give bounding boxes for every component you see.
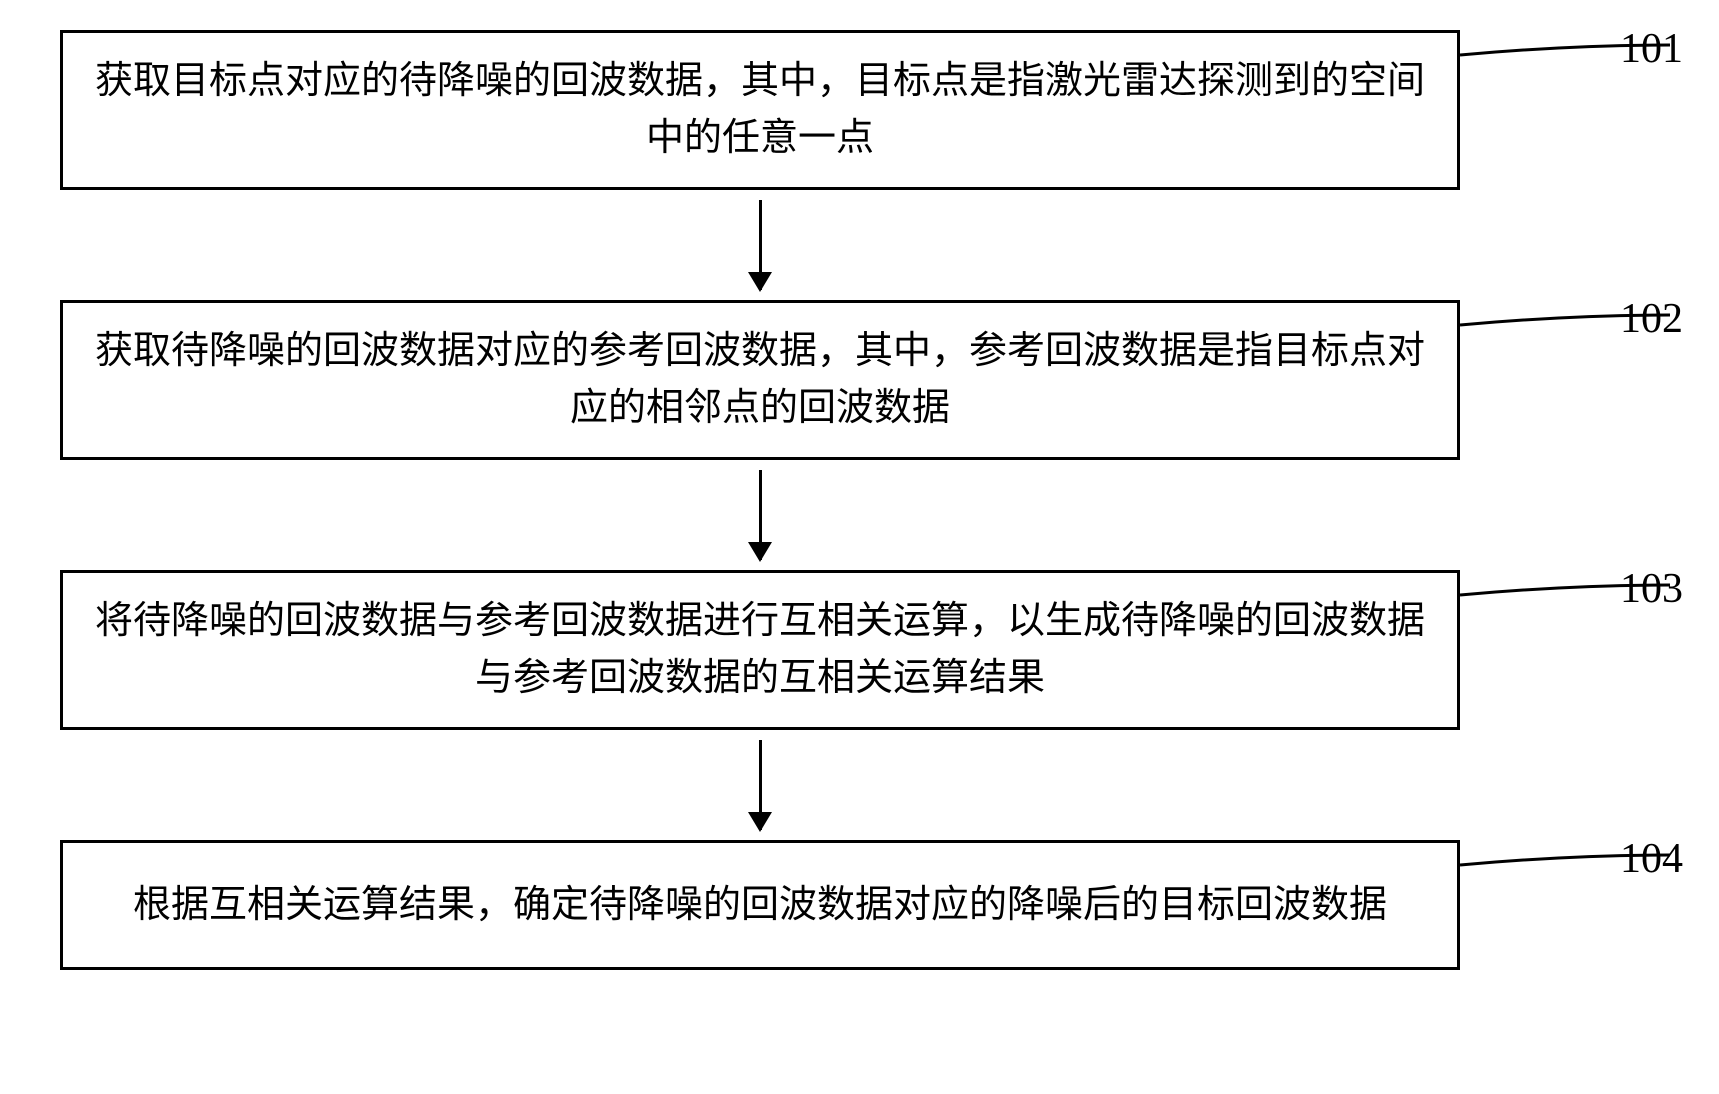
step-text-2: 获取待降噪的回波数据对应的参考回波数据，其中，参考回波数据是指目标点对应的相邻点… xyxy=(93,323,1427,437)
flowchart-container: 获取目标点对应的待降噪的回波数据，其中，目标点是指激光雷达探测到的空间中的任意一… xyxy=(60,30,1660,970)
step-box-2: 获取待降噪的回波数据对应的参考回波数据，其中，参考回波数据是指目标点对应的相邻点… xyxy=(60,300,1460,460)
step-label-2: 102 xyxy=(1620,295,1683,343)
step-label-1: 101 xyxy=(1620,25,1683,73)
step-container-2: 获取待降噪的回波数据对应的参考回波数据，其中，参考回波数据是指目标点对应的相邻点… xyxy=(60,300,1660,460)
arrow-2 xyxy=(60,460,1460,570)
step-box-4: 根据互相关运算结果，确定待降噪的回波数据对应的降噪后的目标回波数据 xyxy=(60,840,1460,970)
step-label-4: 104 xyxy=(1620,835,1683,883)
step-box-3: 将待降噪的回波数据与参考回波数据进行互相关运算，以生成待降噪的回波数据与参考回波… xyxy=(60,570,1460,730)
step-text-3: 将待降噪的回波数据与参考回波数据进行互相关运算，以生成待降噪的回波数据与参考回波… xyxy=(93,593,1427,707)
arrow-line-3 xyxy=(759,740,762,830)
arrow-1 xyxy=(60,190,1460,300)
arrow-line-1 xyxy=(759,200,762,290)
step-container-4: 根据互相关运算结果，确定待降噪的回波数据对应的降噪后的目标回波数据 104 xyxy=(60,840,1660,970)
step-text-4: 根据互相关运算结果，确定待降噪的回波数据对应的降噪后的目标回波数据 xyxy=(133,877,1387,934)
step-label-3: 103 xyxy=(1620,565,1683,613)
step-box-1: 获取目标点对应的待降噪的回波数据，其中，目标点是指激光雷达探测到的空间中的任意一… xyxy=(60,30,1460,190)
step-container-1: 获取目标点对应的待降噪的回波数据，其中，目标点是指激光雷达探测到的空间中的任意一… xyxy=(60,30,1660,190)
step-container-3: 将待降噪的回波数据与参考回波数据进行互相关运算，以生成待降噪的回波数据与参考回波… xyxy=(60,570,1660,730)
arrow-3 xyxy=(60,730,1460,840)
arrow-line-2 xyxy=(759,470,762,560)
step-text-1: 获取目标点对应的待降噪的回波数据，其中，目标点是指激光雷达探测到的空间中的任意一… xyxy=(93,53,1427,167)
